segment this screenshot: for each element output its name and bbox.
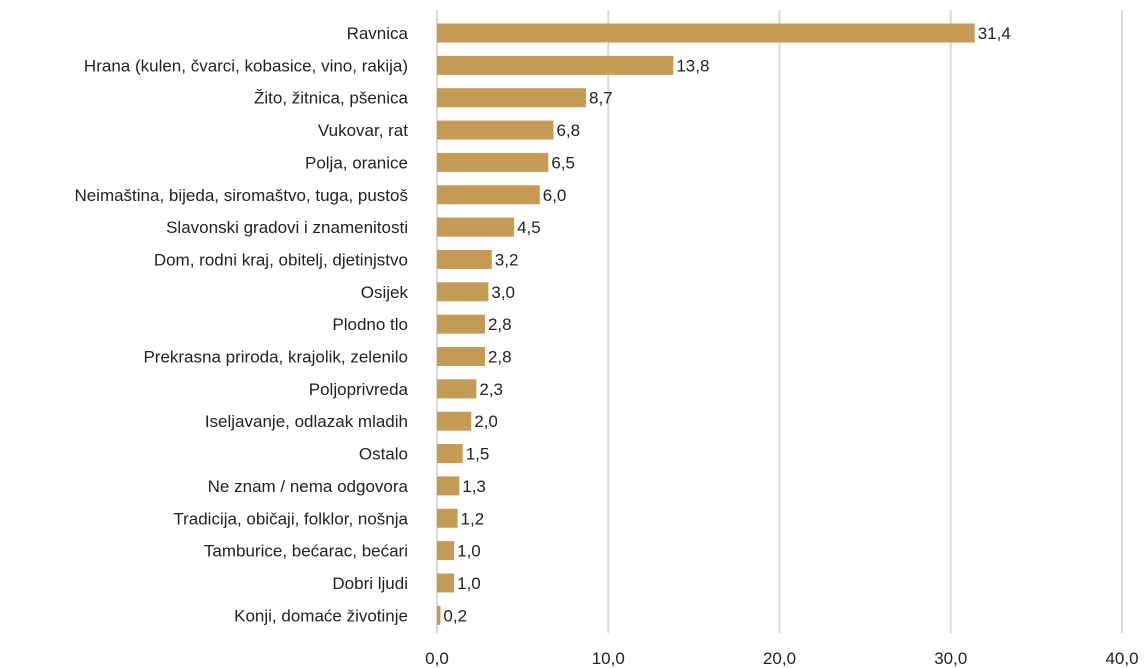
data-label: 31,4 — [978, 24, 1011, 43]
category-label: Polja, oranice — [305, 153, 408, 172]
data-label: 1,2 — [461, 509, 485, 528]
x-tick-label: 20,0 — [763, 649, 796, 668]
data-label: 1,0 — [457, 574, 481, 593]
data-label: 1,5 — [466, 445, 490, 464]
x-axis-ticks: 0,0 10,0 20,0 30,0 40,0 — [425, 649, 1138, 668]
bar — [437, 573, 455, 593]
category-label: Vukovar, rat — [318, 121, 408, 140]
bar — [437, 541, 455, 561]
data-label: 2,8 — [488, 348, 512, 367]
x-tick-label: 0,0 — [425, 649, 449, 668]
data-label: 6,8 — [556, 121, 580, 140]
x-tick-label: 40,0 — [1105, 649, 1138, 668]
category-label: Tamburice, bećarac, bećari — [204, 542, 408, 561]
category-label: Ostalo — [359, 445, 408, 464]
category-label: Tradicija, običaji, folklor, nošnja — [173, 509, 408, 528]
data-label: 13,8 — [676, 56, 709, 75]
category-label: Dom, rodni kraj, obitelj, djetinjstvo — [154, 250, 408, 269]
bar — [437, 185, 540, 205]
bar — [437, 444, 463, 464]
data-label: 6,0 — [543, 186, 567, 205]
bar — [437, 55, 674, 75]
bar — [437, 379, 477, 399]
category-label: Iseljavanje, odlazak mladih — [205, 412, 408, 431]
data-label: 1,0 — [457, 542, 481, 561]
data-label: 0,2 — [443, 606, 467, 625]
category-label: Hrana (kulen, čvarci, kobasice, vino, ra… — [84, 56, 408, 75]
data-label: 3,2 — [495, 250, 519, 269]
bar — [437, 282, 489, 302]
category-label: Osijek — [361, 283, 409, 302]
category-label: Poljoprivreda — [309, 380, 409, 399]
bar — [437, 23, 975, 43]
category-label: Žito, žitnica, pšenica — [254, 89, 409, 108]
bar — [437, 152, 549, 172]
bar — [437, 88, 586, 108]
x-tick-label: 10,0 — [592, 649, 625, 668]
category-label: Plodno tlo — [332, 315, 408, 334]
category-label: Konji, domaće životinje — [234, 606, 408, 625]
bar — [437, 411, 472, 431]
data-label: 2,0 — [474, 412, 498, 431]
data-label: 8,7 — [589, 89, 613, 108]
value-labels: 31,4 13,8 8,7 6,8 6,5 6,04,5 3,2 3,0 2,8 2,8 2,3 2,… — [443, 24, 1010, 625]
category-label: Neimaština, bijeda, siromaštvo, tuga, pu… — [74, 186, 408, 205]
category-label: Prekrasna priroda, krajolik, zelenilo — [143, 348, 408, 367]
category-label: Ravnica — [347, 24, 409, 43]
data-label: 1,3 — [462, 477, 486, 496]
bar — [437, 347, 485, 366]
category-label: Slavonski gradovi i znamenitosti — [166, 218, 408, 237]
data-label: 3,0 — [491, 283, 515, 302]
data-label: 6,5 — [551, 153, 575, 172]
data-label: 2,8 — [488, 315, 512, 334]
category-label: Ne znam / nema odgovora — [208, 477, 409, 496]
bar — [437, 508, 458, 528]
bar — [437, 120, 554, 140]
bar — [437, 476, 460, 496]
bar — [437, 217, 515, 237]
bars — [437, 23, 975, 625]
bar — [437, 249, 492, 269]
category-label: Dobri ljudi — [332, 574, 408, 593]
gridlines — [436, 10, 1123, 633]
bar — [437, 605, 441, 625]
bar — [437, 314, 485, 334]
data-label: 2,3 — [479, 380, 503, 399]
category-labels: Ravnica Hrana (kulen, čvarci, kobasice, v… — [74, 24, 408, 625]
x-tick-label: 30,0 — [934, 649, 967, 668]
data-label: 4,5 — [517, 218, 541, 237]
